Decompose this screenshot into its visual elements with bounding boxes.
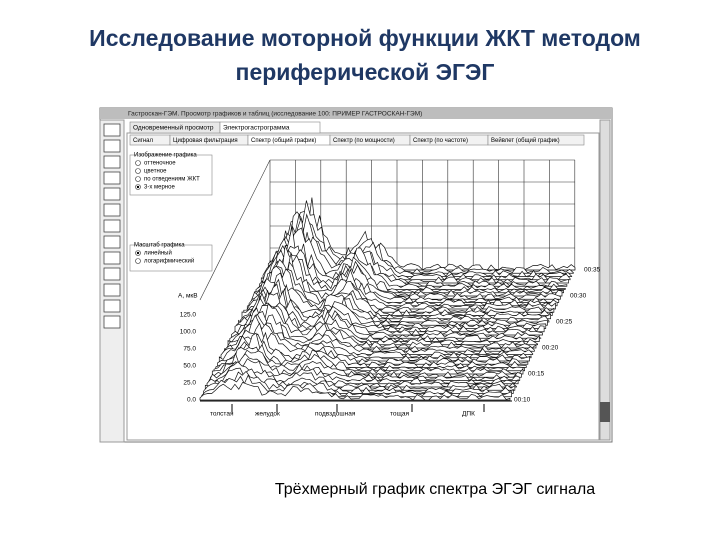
scrollbar [599,119,611,441]
radio-label: 3-х мерное [144,185,175,191]
y-tick-label: 50.0 [183,363,196,370]
spectrum-trace [236,289,545,333]
scroll-thumb [600,402,610,422]
slide-title: Исследование моторной функции ЖКТ методо… [89,25,641,51]
group-title: Масштаб графика [134,243,185,249]
spectrum-trace [201,374,512,398]
tool-button[interactable] [103,123,121,137]
tool-button[interactable] [103,267,121,281]
spectrum-trace [259,227,566,290]
radio-label: по отведениям ЖКТ [144,177,200,183]
tab[interactable] [219,121,321,134]
tool-button[interactable] [103,219,121,233]
organ-label: тощая [390,411,409,418]
radio-dot [136,251,140,255]
spectrum-trace [246,261,555,313]
subtab-label: Спектр (общий график) [251,137,316,144]
tool-button[interactable] [103,187,121,201]
subtab-label: Спектр (по мощности) [333,138,395,144]
radio-label: цветное [144,169,167,175]
tool-button[interactable] [103,203,121,217]
radio-label: линейный [144,250,172,257]
spectrum-trace [245,265,553,316]
radio-label: логарифмический [144,258,194,265]
organ-label: ДПК [462,411,475,418]
title-bar [100,108,612,119]
screenshot: Гастроскан-ГЭМ. Просмотр графиков и табл… [99,107,613,443]
y-tick-label: 125.0 [180,312,197,319]
time-tick-label: 00:25 [556,319,573,326]
spectrum-trace [199,381,511,401]
tool-button[interactable] [103,139,121,153]
tool-button[interactable] [103,235,121,249]
y-tick-label: 100.0 [180,329,197,336]
tool-button[interactable] [103,155,121,169]
y-axis-label: A, мкВ [178,293,198,300]
subtab-label: Сигнал [133,138,154,144]
spectrum-trace [250,245,558,307]
radio-dot [136,185,140,189]
caption: Трёхмерный график спектра ЭГЭГ сигнала [275,481,595,498]
spectrum-trace [208,358,519,385]
tool-button[interactable] [103,171,121,185]
spectrum-trace [218,331,529,365]
y-tick-label: 75.0 [183,346,196,353]
tab-label: Одновременный просмотр [133,124,214,132]
spectrum-trace [204,367,516,391]
group-box [129,244,213,272]
tool-button[interactable] [103,251,121,265]
spectrum-trace [203,370,514,394]
organ-label: подвздошная [315,411,356,418]
subtab-label: Спектр (по частоте) [413,138,468,144]
group-box [129,154,213,196]
y-tick-label: 0.0 [187,397,196,404]
radio[interactable] [135,160,141,166]
organ-label: желудок [255,411,280,418]
subtab[interactable] [487,134,585,146]
spectrum-trace [220,322,530,362]
tool-button[interactable] [103,299,121,313]
subtab-label: Вейвлет (общий график) [491,137,560,144]
slide-title: периферической ЭГЭГ [236,59,495,85]
group-title: Изображение графика [134,153,197,159]
spectrum-trace [210,353,521,381]
y-tick-label: 25.0 [183,380,196,387]
time-tick-label: 00:10 [514,397,531,404]
time-tick-label: 00:35 [584,267,601,274]
subtab-label: Цифровая фильтрация [173,138,238,144]
tab-label: Электрогастрограмма [223,125,290,132]
tool-button[interactable] [103,283,121,297]
radio[interactable] [135,176,141,182]
tool-button[interactable] [103,315,121,329]
window-title: Гастроскан-ГЭМ. Просмотр графиков и табл… [128,110,422,118]
radio-label: оттеночное [144,161,176,167]
axis-edge [199,159,271,301]
spectrum-trace [217,332,527,368]
time-tick-label: 00:30 [570,293,587,300]
spectrum-trace [211,349,522,378]
time-tick-label: 00:20 [542,345,559,352]
radio[interactable] [135,168,141,174]
time-tick-label: 00:15 [528,371,545,378]
radio[interactable] [135,258,141,264]
organ-label: толстая [210,411,234,418]
